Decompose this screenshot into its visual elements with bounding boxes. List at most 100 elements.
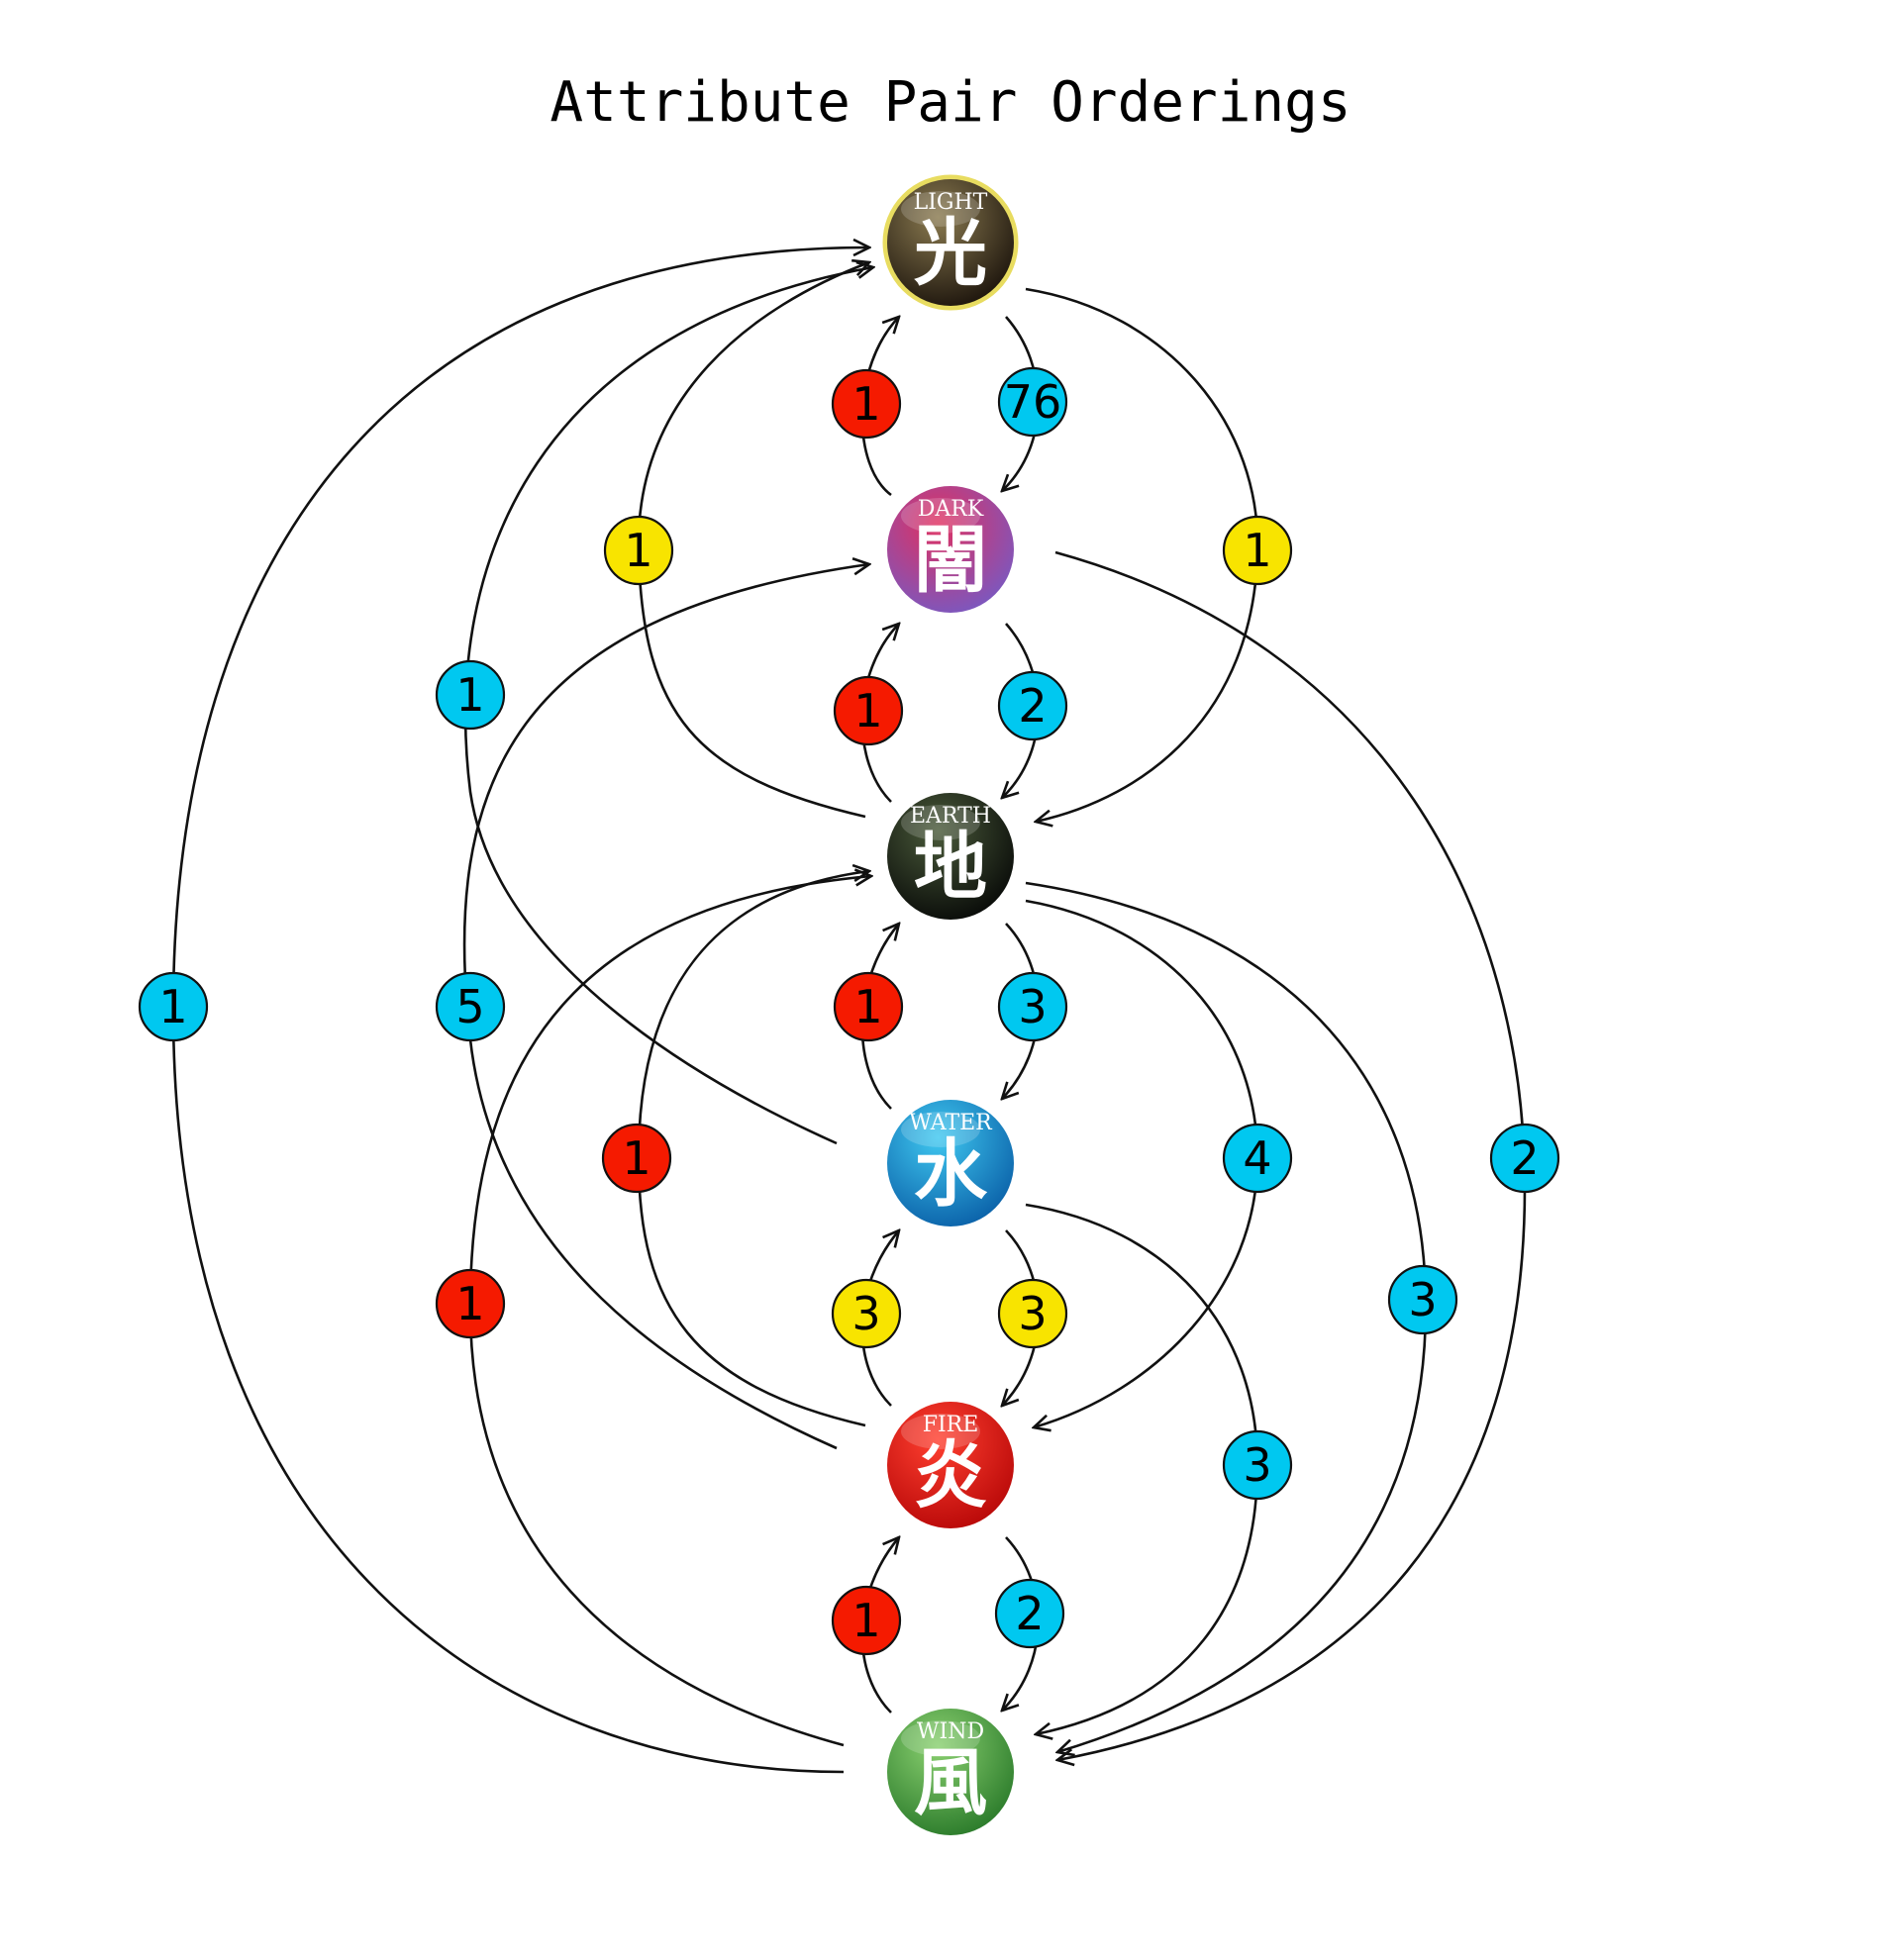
node-orb-fire [887, 1402, 1014, 1528]
node-orb-water [887, 1100, 1014, 1226]
count-badge-value: 1 [851, 377, 880, 431]
node-glyph-fire: 炎 [914, 1433, 987, 1519]
node-label-earth: EARTH [910, 804, 991, 829]
count-badge-dark-to-light: 1 [831, 368, 902, 440]
count-badge-circle [435, 659, 506, 731]
count-badge-circle [435, 971, 506, 1042]
node-ring [882, 174, 1019, 311]
count-badge-circle [1489, 1123, 1560, 1194]
edge-wind-to-light [171, 247, 869, 1774]
node-label-water: WATER [909, 1111, 993, 1135]
count-badge-circle [1387, 1264, 1458, 1335]
count-badge-value: 1 [622, 1131, 650, 1185]
count-badge-value: 2 [1018, 679, 1047, 733]
count-badge-value: 1 [853, 980, 882, 1033]
count-badge-value: 76 [1004, 375, 1062, 429]
edge-fire-to-earth [637, 871, 869, 1427]
node-shine [901, 1112, 980, 1147]
count-badge-fire-to-water: 3 [831, 1278, 902, 1349]
count-badge-value: 1 [851, 1594, 880, 1647]
count-badge-value: 3 [851, 1287, 880, 1340]
count-badge-circle [997, 971, 1068, 1042]
count-badge-circle [997, 670, 1068, 741]
node-orb-wind [887, 1709, 1014, 1835]
count-badge-circle [831, 1278, 902, 1349]
count-badge-wind-to-fire: 1 [831, 1585, 902, 1656]
count-badge-circle [831, 1585, 902, 1656]
count-badge-circle [1222, 1429, 1293, 1501]
count-badge-circle [833, 675, 904, 746]
edge-water-to-light [463, 267, 873, 1145]
count-badge-water-to-light: 1 [435, 659, 506, 731]
count-badge-earth-to-wind: 3 [1387, 1264, 1458, 1335]
count-badge-circle [997, 366, 1068, 438]
count-badge-value: 1 [455, 1277, 484, 1330]
count-badge-dark-to-earth: 2 [997, 670, 1068, 741]
count-badge-water-to-earth: 1 [833, 971, 904, 1042]
count-badge-value: 2 [1015, 1587, 1044, 1640]
count-badge-circle [833, 971, 904, 1042]
count-badge-circle [997, 1278, 1068, 1349]
count-badge-value: 1 [158, 980, 187, 1033]
count-badge-earth-to-dark: 1 [833, 675, 904, 746]
count-badge-circle [601, 1123, 672, 1194]
count-badge-earth-to-fire: 4 [1222, 1123, 1293, 1194]
count-badge-light-to-dark: 76 [997, 366, 1068, 438]
count-badge-fire-to-earth: 1 [601, 1123, 672, 1194]
count-badge-light-to-earth: 1 [1222, 515, 1293, 586]
count-badge-dark-to-wind: 2 [1489, 1123, 1560, 1194]
count-badge-value: 1 [455, 668, 484, 722]
node-label-dark: DARK [918, 497, 984, 522]
edge-earth-to-light [637, 262, 869, 819]
count-badge-value: 3 [1408, 1273, 1437, 1326]
node-orb-light [887, 179, 1014, 306]
node-glyph-wind: 風 [914, 1740, 987, 1825]
count-badge-circle [831, 368, 902, 440]
count-badge-circle [1222, 1123, 1293, 1194]
count-badge-value: 1 [1243, 524, 1271, 577]
count-badge-water-to-wind: 3 [1222, 1429, 1293, 1501]
node-shine [901, 805, 980, 840]
badges-layer: 1 76 1 1 1 2 1 5 1 2 1 3 1 4 1 3 3 3 3 1 2 [138, 366, 1560, 1656]
node-glyph-water: 水 [914, 1131, 988, 1217]
node-shine [901, 498, 980, 534]
count-badge-circle [435, 1268, 506, 1339]
count-badge-circle [994, 1578, 1065, 1649]
count-badge-water-to-fire: 3 [997, 1278, 1068, 1349]
count-badge-circle [1222, 515, 1293, 586]
count-badge-value: 2 [1510, 1131, 1539, 1185]
count-badge-wind-to-earth: 1 [435, 1268, 506, 1339]
node-glyph-dark: 闇 [914, 518, 987, 603]
node-label-light: LIGHT [914, 190, 988, 215]
count-badge-value: 3 [1018, 1287, 1047, 1340]
count-badge-fire-to-dark: 5 [435, 971, 506, 1042]
node-shine [901, 1414, 980, 1449]
node-shine [901, 1720, 980, 1756]
count-badge-value: 3 [1018, 980, 1047, 1033]
diagram-title: Attribute Pair Orderings [550, 70, 1351, 135]
count-badge-value: 3 [1243, 1438, 1271, 1492]
node-shine [901, 191, 980, 227]
count-badge-value: 5 [455, 980, 484, 1033]
count-badge-earth-to-light: 1 [603, 515, 674, 586]
node-glyph-earth: 地 [914, 825, 987, 910]
node-glyph-light: 光 [914, 211, 987, 296]
count-badge-fire-to-wind: 2 [994, 1578, 1065, 1649]
count-badge-value: 4 [1243, 1131, 1271, 1185]
node-orb-dark [887, 486, 1014, 613]
count-badge-circle [603, 515, 674, 586]
count-badge-value: 1 [853, 684, 882, 737]
count-badge-wind-to-light: 1 [138, 971, 209, 1042]
node-orb-earth [887, 793, 1014, 920]
edge-earth-to-fire [1025, 899, 1259, 1427]
count-badge-circle [138, 971, 209, 1042]
count-badge-earth-to-water: 3 [997, 971, 1068, 1042]
